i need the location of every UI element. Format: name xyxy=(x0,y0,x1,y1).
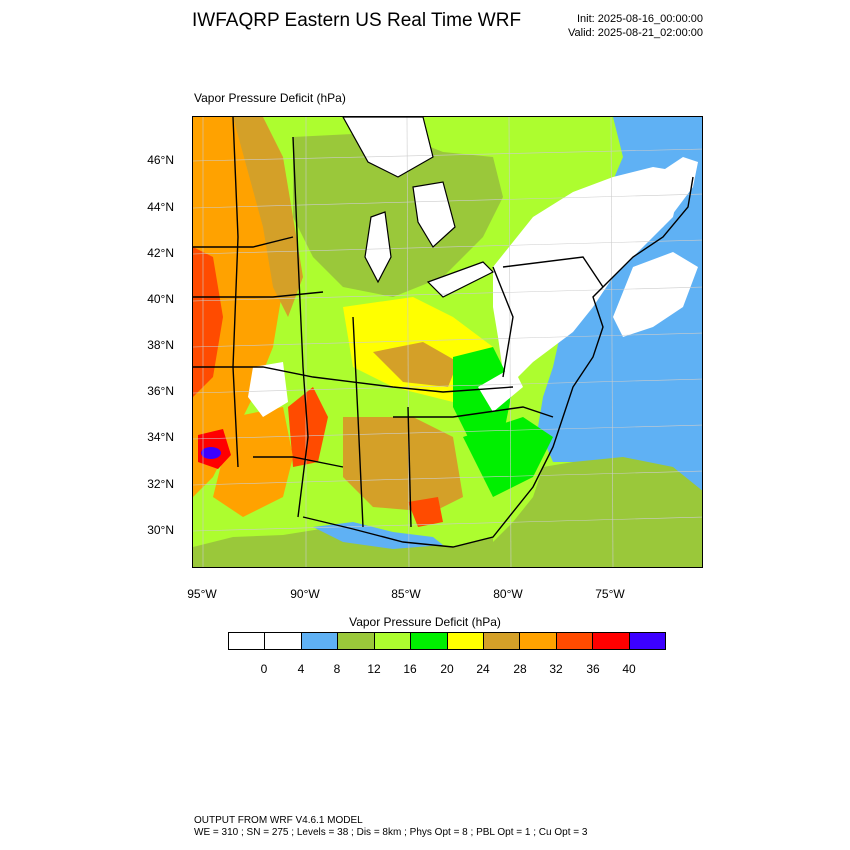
colorbar-box xyxy=(629,633,666,649)
model-info-line1: OUTPUT FROM WRF V4.6.1 MODEL xyxy=(194,815,363,826)
lon-tick-85: 85°W xyxy=(391,587,421,601)
colorbar-label: 28 xyxy=(513,662,527,676)
colorbar-box xyxy=(229,633,266,649)
new-england-white xyxy=(613,157,698,247)
colorbar-label: 40 xyxy=(622,662,636,676)
field-title: Vapor Pressure Deficit (hPa) xyxy=(194,91,346,105)
alabama-tan xyxy=(343,417,463,512)
colorbar-box xyxy=(338,633,375,649)
colorbar-box xyxy=(374,633,412,649)
colorbar-box xyxy=(520,633,557,649)
lake-michigan-white xyxy=(365,212,391,282)
mississippi-red xyxy=(288,387,328,467)
vpd-map xyxy=(193,117,702,567)
lat-tick-30: 30°N xyxy=(147,523,174,537)
colorbar-label: 12 xyxy=(367,662,381,676)
great-lakes-outline xyxy=(342,117,495,298)
lake-erie-white xyxy=(428,262,493,297)
lat-tick-32: 32°N xyxy=(147,477,174,491)
great-lakes-white xyxy=(343,117,433,177)
colorbar-label: 24 xyxy=(476,662,490,676)
colorbar-label: 16 xyxy=(403,662,417,676)
map-panel xyxy=(192,116,703,568)
colorbar xyxy=(228,632,666,650)
lat-tick-40: 40°N xyxy=(147,292,174,306)
kentucky-tan xyxy=(373,342,458,387)
colorbar-box xyxy=(265,633,302,649)
state-boundaries xyxy=(193,117,694,548)
lat-tick-36: 36°N xyxy=(147,384,174,398)
valid-time: Valid: 2025-08-21_02:00:00 xyxy=(568,27,703,39)
lon-tick-80: 80°W xyxy=(493,587,523,601)
gulf-water xyxy=(193,527,493,567)
lon-tick-75: 75°W xyxy=(595,587,625,601)
lat-tick-42: 42°N xyxy=(147,246,174,260)
colorbar-label: 4 xyxy=(297,662,305,676)
colorbar-label: 0 xyxy=(260,662,268,676)
colorbar-label: 36 xyxy=(586,662,600,676)
colorbar-box xyxy=(483,633,521,649)
hotspot-purple xyxy=(201,447,221,459)
lat-tick-38: 38°N xyxy=(147,338,174,352)
tennessee-white xyxy=(248,362,288,417)
lat-tick-34: 34°N xyxy=(147,430,174,444)
virginia-white xyxy=(478,367,523,412)
ocean-green-east xyxy=(493,457,702,567)
colorbar-box xyxy=(301,633,339,649)
model-info-line2: WE = 310 ; SN = 275 ; Levels = 38 ; Dis … xyxy=(194,827,588,838)
lon-tick-90: 90°W xyxy=(290,587,320,601)
colorbar-label: 32 xyxy=(549,662,563,676)
ocean-white-ne xyxy=(613,252,698,337)
arkansas-orange xyxy=(213,407,293,517)
lat-tick-44: 44°N xyxy=(147,200,174,214)
plains-tan xyxy=(233,117,303,317)
init-time: Init: 2025-08-16_00:00:00 xyxy=(577,13,703,25)
colorbar-label: 20 xyxy=(440,662,454,676)
colorbar-box xyxy=(411,633,448,649)
colorbar-title: Vapor Pressure Deficit (hPa) xyxy=(349,615,501,629)
colorbar-box xyxy=(447,633,484,649)
graticule xyxy=(193,117,702,567)
plains-red-orange xyxy=(193,247,223,397)
lat-tick-46: 46°N xyxy=(147,153,174,167)
appalachia-green xyxy=(453,347,513,447)
georgia-red xyxy=(408,497,443,527)
colorbar-box xyxy=(593,633,630,649)
page-title: IWFAQRP Eastern US Real Time WRF xyxy=(192,10,522,31)
lon-tick-95: 95°W xyxy=(187,587,217,601)
colorbar-label: 8 xyxy=(333,662,341,676)
upper-midwest-lowland xyxy=(293,132,503,297)
colorbar-box xyxy=(556,633,594,649)
